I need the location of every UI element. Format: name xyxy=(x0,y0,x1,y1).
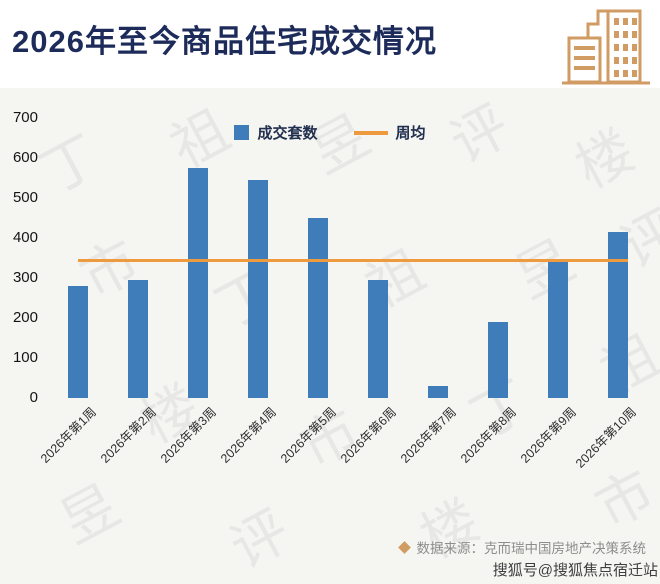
bar-2026年第5周 xyxy=(308,218,328,398)
line-swatch-icon xyxy=(353,130,388,135)
bar-2026年第2周 xyxy=(128,280,148,398)
y-tick-label: 100 xyxy=(12,349,38,366)
data-source: 数据来源：克而瑞中国房地产决策系统 xyxy=(397,537,647,557)
x-tick-label: 2026年第2周 xyxy=(97,404,159,466)
bar-2026年第7周 xyxy=(428,386,448,398)
bar-2026年第8周 xyxy=(488,322,508,398)
watermark-glyph: 祖 xyxy=(355,238,435,320)
bar-2026年第3周 xyxy=(188,168,208,398)
bar-swatch-icon xyxy=(234,125,250,140)
data-source-text: 数据来源：克而瑞中国房地产决策系统 xyxy=(416,541,647,556)
legend-label-bars: 成交套数 xyxy=(257,125,318,142)
y-tick-label: 300 xyxy=(12,269,38,286)
header: 2026年至今商品住宅成交情况 xyxy=(0,0,660,88)
bar-2026年第10周 xyxy=(608,232,628,398)
x-tick-label: 2026年第5周 xyxy=(277,404,339,466)
y-tick-label: 400 xyxy=(12,229,38,246)
legend-label-average: 周均 xyxy=(395,125,426,142)
x-tick-label: 2026年第3周 xyxy=(157,404,219,466)
sohu-watermark: 搜狐号@搜狐焦点宿迁站 xyxy=(492,562,658,579)
legend-item-bars: 成交套数 xyxy=(234,122,318,143)
legend-item-average: 周均 xyxy=(353,122,426,143)
buildings-icon xyxy=(562,9,650,85)
average-line xyxy=(78,259,628,262)
x-tick-label: 2026年第6周 xyxy=(337,404,399,466)
y-tick-label: 700 xyxy=(12,109,38,126)
bar-2026年第4周 xyxy=(248,180,268,398)
watermark-glyph: 昱 xyxy=(505,228,585,310)
x-tick-label: 2026年第1周 xyxy=(37,404,99,466)
y-tick-label: 600 xyxy=(12,149,38,166)
x-tick-label: 2026年第10周 xyxy=(572,404,639,471)
page-title: 2026年至今商品住宅成交情况 xyxy=(12,24,437,59)
watermark-glyph: 昱 xyxy=(50,473,130,555)
x-tick-label: 2026年第8周 xyxy=(457,404,519,466)
x-tick-label: 2026年第4周 xyxy=(217,404,279,466)
watermark-glyph: 评 xyxy=(220,498,300,580)
y-tick-label: 200 xyxy=(12,309,38,326)
bar-2026年第9周 xyxy=(548,262,568,398)
bar-2026年第6周 xyxy=(368,280,388,398)
diamond-icon xyxy=(397,540,411,554)
x-tick-label: 2026年第7周 xyxy=(397,404,459,466)
y-tick-label: 500 xyxy=(12,189,38,206)
watermark-glyph: 楼 xyxy=(410,488,490,570)
bar-2026年第1周 xyxy=(68,286,88,398)
chart-legend: 成交套数 周均 xyxy=(0,122,660,143)
y-tick-label: 0 xyxy=(29,389,38,406)
